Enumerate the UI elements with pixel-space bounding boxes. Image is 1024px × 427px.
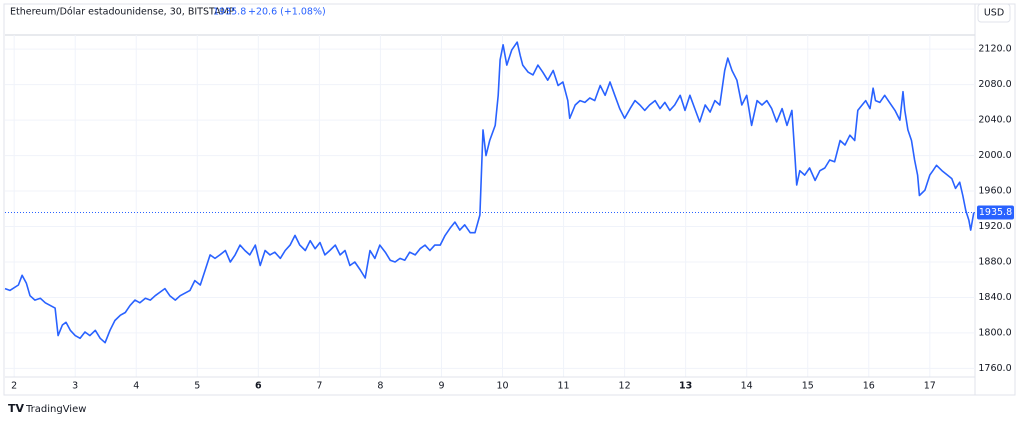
y-tick-label: 1800.0 [978,327,1011,338]
x-tick-label: 4 [133,381,139,392]
y-tick-label: 2000.0 [978,150,1011,161]
x-tick-label: 5 [194,381,200,392]
y-tick-label: 2080.0 [978,79,1011,90]
last-price-tag-label: 1935.8 [979,207,1012,218]
y-tick-label: 1920.0 [978,221,1011,232]
x-tick-label: 16 [863,381,875,392]
last-price: 1935.8 [213,7,246,18]
currency-label[interactable]: USD [984,8,1004,19]
price-change: +20.6 (+1.08%) [248,7,326,18]
x-tick-label: 17 [924,381,936,392]
x-tick-label: 10 [496,381,508,392]
price-line [4,41,975,344]
x-tick-label: 8 [377,381,383,392]
x-tick-label: 11 [558,381,570,392]
x-tick-label: 12 [619,381,631,392]
last-price-tag [977,205,1014,220]
x-tick-label: 15 [802,381,814,392]
frame [3,3,1016,396]
chart-title: Ethereum/Dólar estadounidense, 30, BITST… [10,7,235,18]
y-tick-label: 2040.0 [978,115,1011,126]
y-tick-label: 1840.0 [978,292,1011,303]
x-tick-label: 6 [255,381,262,392]
y-tick-label: 2120.0 [978,44,1011,55]
x-tick-label: 14 [741,381,753,392]
x-tick-label: 9 [438,381,444,392]
x-tick-label: 7 [316,381,322,392]
x-tick-label: 2 [11,381,17,392]
y-tick-label: 1960.0 [978,186,1011,197]
brand-name: TradingView [25,404,86,415]
brand-logo: 𝗧𝗩 [8,402,25,415]
x-tick-label: 13 [679,381,692,392]
x-tick-label: 3 [72,381,78,392]
y-tick-label: 1880.0 [978,256,1011,267]
y-tick-label: 1760.0 [978,363,1011,374]
currency-button[interactable] [977,3,1011,23]
